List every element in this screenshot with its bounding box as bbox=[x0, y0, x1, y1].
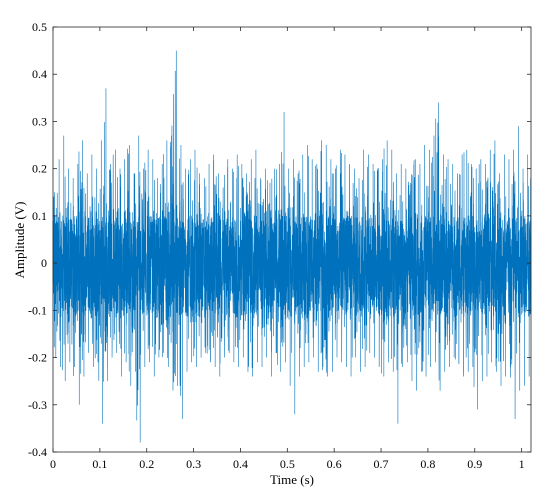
x-tick-label: 1 bbox=[519, 457, 525, 471]
x-tick-label: 0.5 bbox=[280, 457, 295, 471]
y-tick-label: 0.1 bbox=[32, 209, 47, 223]
x-tick-label: 0.6 bbox=[327, 457, 342, 471]
x-axis-label: Time (s) bbox=[270, 472, 314, 487]
y-tick-label: 0.3 bbox=[32, 114, 47, 128]
x-tick-label: 0.8 bbox=[420, 457, 435, 471]
x-axis: 0 0.1 0.2 0.3 0.4 0.5 0.6 0.7 0.8 0.9 1 bbox=[50, 27, 525, 471]
x-tick-label: 0.2 bbox=[139, 457, 154, 471]
x-tick-label: 0.1 bbox=[92, 457, 107, 471]
axes-box bbox=[52, 26, 532, 453]
x-tick-label: 0 bbox=[50, 457, 56, 471]
y-tick-label: -0.1 bbox=[28, 303, 47, 317]
y-tick-label: -0.2 bbox=[28, 351, 47, 365]
y-tick-label: 0.5 bbox=[32, 20, 47, 34]
x-tick-label: 0.4 bbox=[233, 457, 248, 471]
x-tick-label: 0.7 bbox=[374, 457, 389, 471]
y-tick-label: -0.3 bbox=[28, 398, 47, 412]
y-tick-label: 0 bbox=[41, 256, 47, 270]
y-axis-label: Amplitude (V) bbox=[12, 202, 27, 279]
signal-trace bbox=[52, 50, 532, 443]
y-axis: -0.4 -0.3 -0.2 -0.1 0 0.1 0.2 0.3 0.4 0.5 bbox=[28, 20, 531, 459]
y-tick-label: 0.2 bbox=[32, 162, 47, 176]
x-tick-label: 0.9 bbox=[467, 457, 482, 471]
x-tick-label: 0.3 bbox=[186, 457, 201, 471]
signal-line bbox=[52, 50, 532, 443]
y-tick-label: -0.4 bbox=[28, 445, 47, 459]
plot-area bbox=[52, 50, 532, 443]
y-tick-label: 0.4 bbox=[32, 67, 47, 81]
